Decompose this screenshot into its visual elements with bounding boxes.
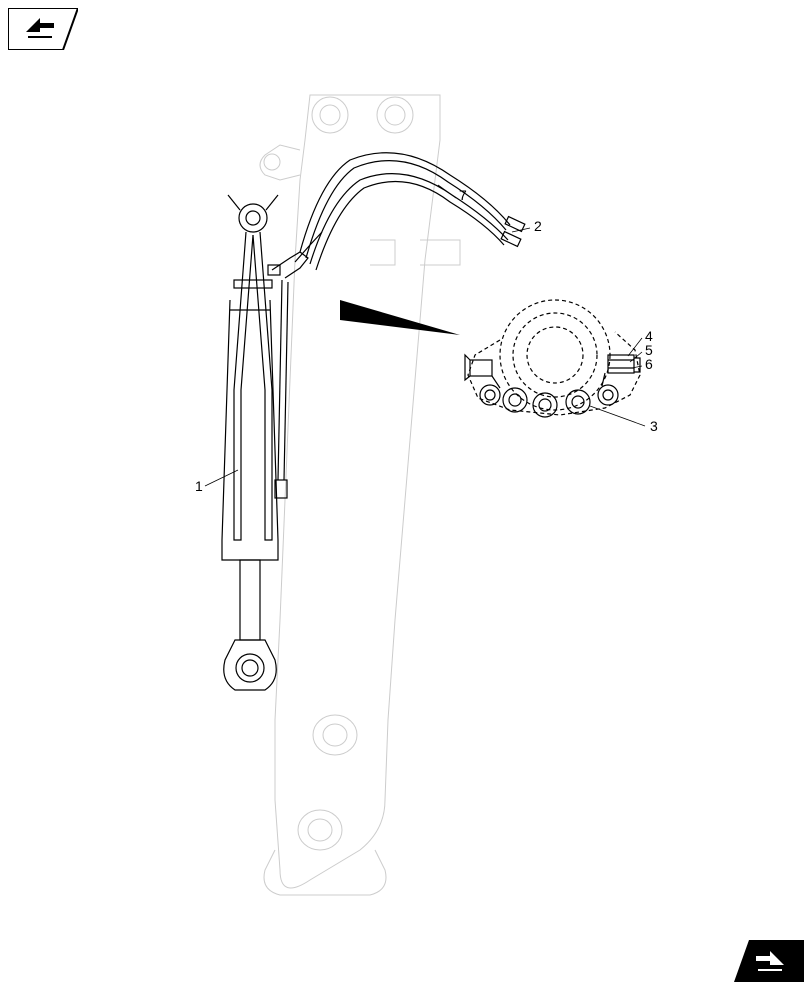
detail-coupling xyxy=(465,300,640,417)
technical-diagram xyxy=(0,0,812,1000)
detail-arrow xyxy=(340,300,460,335)
callout-3: 3 xyxy=(650,418,658,434)
callout-7: 7 xyxy=(459,187,467,203)
callout-2: 2 xyxy=(534,218,542,234)
callout-6: 6 xyxy=(645,356,653,372)
nav-badge-bottom-right[interactable] xyxy=(734,940,804,982)
arm-outline xyxy=(260,95,460,895)
callout-1: 1 xyxy=(195,478,203,494)
hydraulic-hoses xyxy=(295,153,525,270)
